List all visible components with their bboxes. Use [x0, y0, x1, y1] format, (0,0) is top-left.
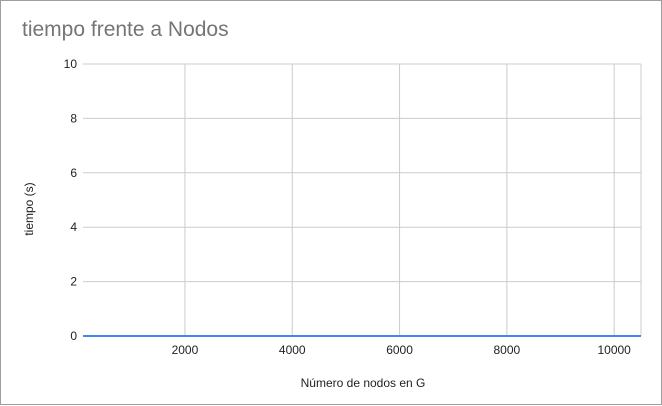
y-tick-label: 0: [70, 329, 77, 343]
x-tick-label: 6000: [386, 343, 413, 357]
y-tick-label: 8: [70, 111, 77, 125]
x-tick-label: 2000: [172, 343, 199, 357]
chart-title: tiempo frente a Nodos: [22, 18, 229, 41]
x-tick-label: 10000: [597, 343, 631, 357]
y-tick-label: 6: [70, 166, 77, 180]
y-tick-label: 4: [70, 220, 77, 234]
x-tick-label: 8000: [494, 343, 521, 357]
y-tick-label: 2: [70, 275, 77, 289]
x-tick-label: 4000: [279, 343, 306, 357]
y-tick-label: 10: [64, 57, 78, 71]
x-axis-title: Número de nodos en G: [301, 376, 426, 390]
y-axis-title: tiempo (s): [22, 182, 36, 235]
